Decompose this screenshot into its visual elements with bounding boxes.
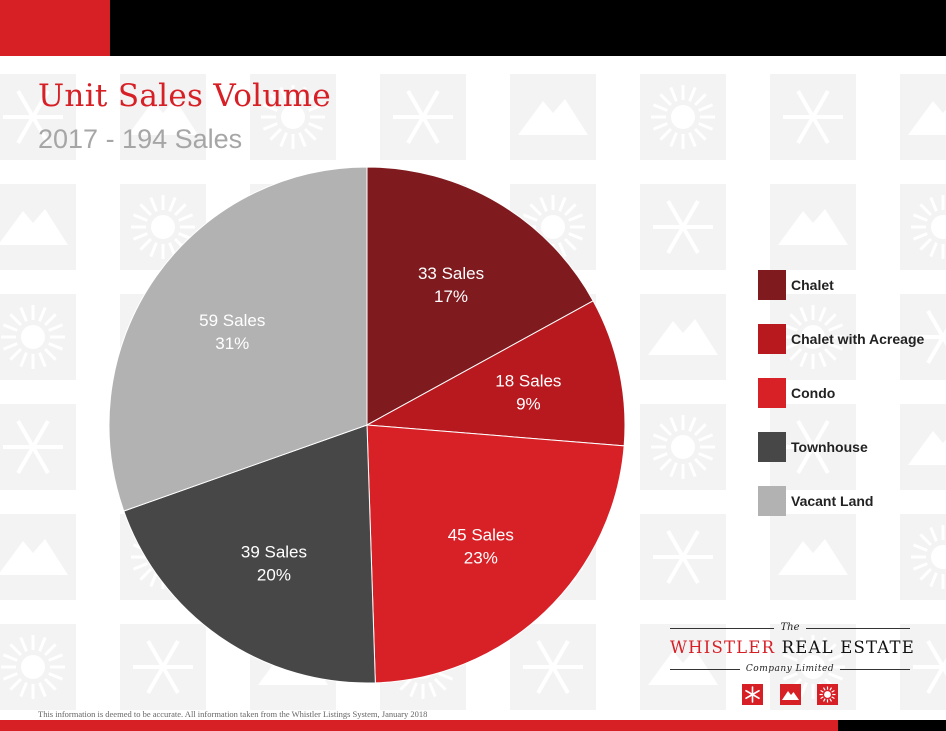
pie-slice-chalet xyxy=(366,166,594,426)
logo-wordmark: WHISTLER REAL ESTATE xyxy=(670,638,914,657)
background-tile xyxy=(640,514,726,600)
background-tile xyxy=(380,74,466,160)
background-tile xyxy=(770,184,856,270)
background-tile xyxy=(510,74,596,160)
background-tile xyxy=(0,514,76,600)
slice-percent-label: 20% xyxy=(257,565,291,584)
footer-bar xyxy=(0,720,946,731)
pie-slice-chalet-with-acreage xyxy=(365,300,626,447)
background-tile xyxy=(770,514,856,600)
slice-percent-label: 23% xyxy=(464,548,498,567)
legend-item: Chalet xyxy=(758,270,946,300)
logo-the: The xyxy=(780,622,800,633)
footer-accent xyxy=(0,720,838,731)
background-tile xyxy=(900,624,946,710)
background-tile xyxy=(640,404,726,490)
background-tile xyxy=(770,404,856,490)
background-tile xyxy=(120,624,206,710)
pie-slice-vacant-land xyxy=(108,166,368,512)
header-bar xyxy=(0,0,946,56)
legend-label: Chalet xyxy=(791,277,834,293)
legend-swatch xyxy=(758,324,786,354)
slice-value-label: 39 Sales xyxy=(241,542,307,561)
background-tile xyxy=(0,404,76,490)
legend-swatch xyxy=(758,432,786,462)
snowflake-icon xyxy=(742,684,763,705)
legend-swatch xyxy=(758,486,786,516)
legend-item: Vacant Land xyxy=(758,486,946,516)
slice-value-label: 18 Sales xyxy=(495,372,561,391)
background-tile xyxy=(0,624,76,710)
background-tile xyxy=(640,74,726,160)
legend-item: Chalet with Acreage xyxy=(758,324,946,354)
footnote: This information is deemed to be accurat… xyxy=(38,709,428,719)
legend-item: Townhouse xyxy=(758,432,946,462)
slice-value-label: 59 Sales xyxy=(199,311,265,330)
slice-value-label: 33 Sales xyxy=(418,264,484,283)
sun-icon xyxy=(817,684,838,705)
logo-company: Company Limited xyxy=(745,664,835,674)
legend-swatch xyxy=(758,270,786,300)
background-tile xyxy=(900,514,946,600)
company-logo: The WHISTLER REAL ESTATE Company Limited xyxy=(670,622,914,714)
background-tile xyxy=(900,404,946,490)
legend-label: Vacant Land xyxy=(791,493,874,509)
background-tile xyxy=(900,184,946,270)
background-tile xyxy=(640,624,726,710)
background-tile xyxy=(510,624,596,710)
slice-percent-label: 9% xyxy=(516,395,541,414)
pie-slice-condo xyxy=(366,424,625,684)
background-tile xyxy=(640,184,726,270)
slice-percent-label: 17% xyxy=(434,287,468,306)
page-subtitle: 2017 - 194 Sales xyxy=(38,124,243,154)
background-tile xyxy=(900,74,946,160)
slice-value-label: 45 Sales xyxy=(448,525,514,544)
logo-word-real-estate: REAL ESTATE xyxy=(781,638,915,657)
header-accent xyxy=(0,0,110,56)
background-tile xyxy=(770,294,856,380)
background-tile xyxy=(0,74,76,160)
background-tile xyxy=(120,74,206,160)
background-tile xyxy=(0,294,76,380)
pie-slice-townhouse xyxy=(123,424,376,684)
background-tile xyxy=(640,294,726,380)
slice-percent-label: 31% xyxy=(215,334,249,353)
legend-swatch xyxy=(758,378,786,408)
legend-label: Townhouse xyxy=(791,439,868,455)
logo-word-whistler: WHISTLER xyxy=(670,638,776,657)
background-tile xyxy=(250,74,336,160)
page-title: Unit Sales Volume xyxy=(38,78,331,114)
mountain-icon xyxy=(780,684,801,705)
background-tile xyxy=(770,74,856,160)
background-tile xyxy=(0,184,76,270)
legend-label: Condo xyxy=(791,385,836,401)
legend-item: Condo xyxy=(758,378,946,408)
legend-label: Chalet with Acreage xyxy=(791,331,925,347)
background-tile xyxy=(900,294,946,380)
